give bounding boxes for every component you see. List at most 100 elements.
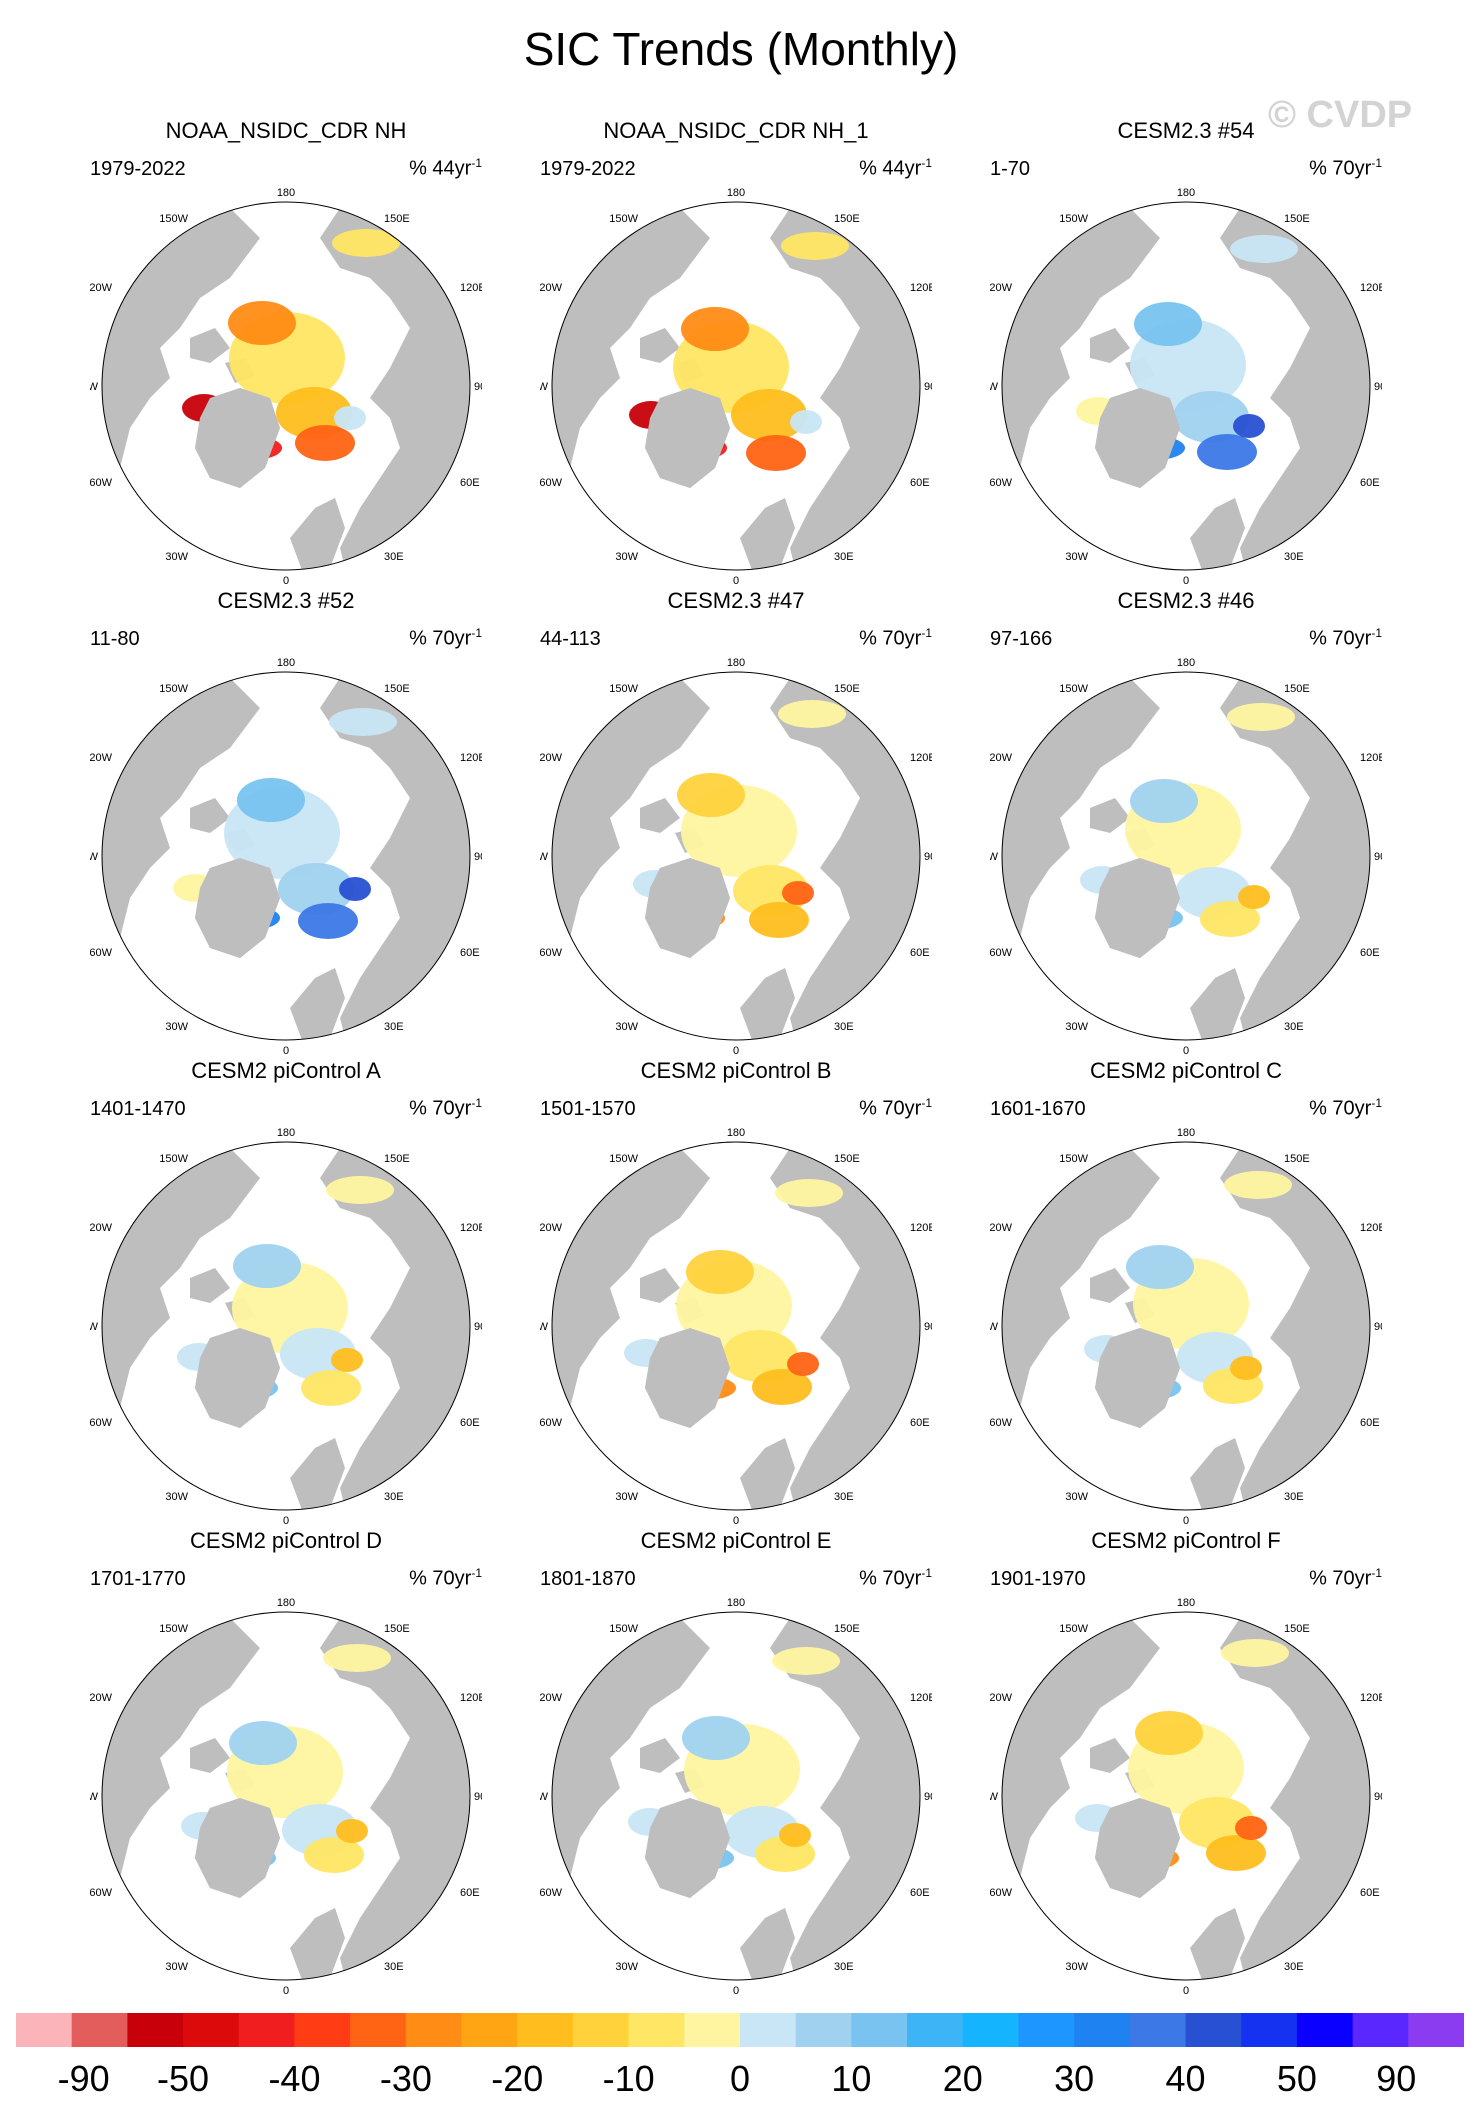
longitude-label: 150E xyxy=(834,683,860,695)
longitude-label: 120E xyxy=(910,282,932,294)
colorbar-swatch xyxy=(1074,2013,1131,2047)
longitude-label: 60E xyxy=(1360,477,1380,489)
longitude-label: 60W xyxy=(90,947,113,959)
colorbar-swatch xyxy=(350,2013,407,2047)
sic-trend-patch xyxy=(298,903,358,939)
longitude-label: 60W xyxy=(540,477,563,489)
longitude-label: 90E xyxy=(1374,851,1382,863)
longitude-label: 30W xyxy=(165,1021,188,1033)
longitude-label: 90W xyxy=(90,1791,99,1803)
land-scandinavia xyxy=(290,498,345,570)
panel-title: CESM2 piControl D xyxy=(190,1528,382,1553)
colorbar-swatch xyxy=(740,2013,797,2047)
longitude-label: 180 xyxy=(727,1597,745,1609)
colorbar-swatch xyxy=(1352,2013,1409,2047)
map-panel: CESM2.3 #46 97-166 % 70yr-1 180 0 150W 150E 120… xyxy=(990,588,1382,1058)
longitude-label: 150E xyxy=(834,1153,860,1165)
longitude-label: 60E xyxy=(460,1887,480,1899)
colorbar-swatch xyxy=(461,2013,518,2047)
panel-title: CESM2.3 #52 xyxy=(217,588,355,613)
longitude-label: 30E xyxy=(384,1491,404,1503)
longitude-label: 30E xyxy=(384,551,404,563)
colorbar-label: -30 xyxy=(379,2058,432,2099)
longitude-label: 180 xyxy=(277,657,295,669)
longitude-label: 150E xyxy=(1284,1623,1310,1635)
colorbar-swatch xyxy=(851,2013,908,2047)
sic-trend-patch xyxy=(779,1823,811,1847)
map-panel: CESM2 piControl A 1401-1470 % 70yr-1 180 0 15… xyxy=(90,1058,482,1528)
colorbar-swatch xyxy=(1018,2013,1075,2047)
colorbar-label: 0 xyxy=(729,2058,751,2099)
panel-title: CESM2 piControl B xyxy=(640,1058,832,1083)
panel-units: % 44yr-1 xyxy=(859,156,932,180)
sic-trend-patch xyxy=(339,877,371,901)
sic-trend-patch xyxy=(782,881,814,905)
land-scandinavia xyxy=(290,1438,345,1510)
colorbar-label: -40 xyxy=(268,2058,321,2099)
longitude-label: 30E xyxy=(1284,1491,1304,1503)
longitude-label: 150E xyxy=(834,1623,860,1635)
longitude-label: 150W xyxy=(609,683,638,695)
panel-period: 1901-1970 xyxy=(990,1568,1086,1590)
longitude-label: 90W xyxy=(90,381,99,393)
land-archipelago xyxy=(1090,328,1130,363)
colorbar-swatch xyxy=(962,2013,1019,2047)
longitude-label: 30E xyxy=(834,551,854,563)
longitude-label: 150E xyxy=(384,213,410,225)
land-archipelago xyxy=(1090,798,1130,833)
land-archipelago xyxy=(640,798,680,833)
panel-units: % 70yr-1 xyxy=(859,1566,932,1590)
sic-trend-patch xyxy=(1233,414,1265,438)
colorbar-swatch xyxy=(1296,2013,1354,2047)
longitude-label: 0 xyxy=(733,575,739,587)
longitude-label: 150W xyxy=(1059,213,1088,225)
sic-trend-patch xyxy=(1224,1171,1292,1199)
sic-trend-patch xyxy=(1238,885,1270,909)
colorbar-swatch xyxy=(16,2013,73,2047)
colorbar-swatch xyxy=(628,2013,685,2047)
sic-trend-patch xyxy=(329,708,397,736)
colorbar-swatch xyxy=(405,2013,463,2047)
longitude-label: 30W xyxy=(615,1021,638,1033)
longitude-label: 150W xyxy=(159,213,188,225)
colorbar-swatch xyxy=(1185,2013,1242,2047)
colorbar-swatch xyxy=(1129,2013,1187,2047)
panel-period: 1979-2022 xyxy=(90,158,186,180)
map-panel: CESM2 piControl D 1701-1770 % 70yr-1 180 0 15… xyxy=(90,1528,482,1998)
land-archipelago xyxy=(1090,1738,1130,1773)
sic-trend-patch xyxy=(326,1176,394,1204)
map-panel: NOAA_NSIDC_CDR NH_1 1979-2022 % 44yr-1 180 0… xyxy=(540,118,932,588)
sic-trend-patch xyxy=(229,1721,297,1765)
longitude-label: 60E xyxy=(910,477,930,489)
land-scandinavia xyxy=(1190,1438,1245,1510)
longitude-label: 60W xyxy=(990,477,1013,489)
longitude-label: 0 xyxy=(283,1985,289,1997)
colorbar-swatch xyxy=(907,2013,964,2047)
longitude-label: 90W xyxy=(990,381,999,393)
colorbar-swatch xyxy=(1241,2013,1298,2047)
longitude-label: 120E xyxy=(460,282,482,294)
longitude-label: 60E xyxy=(460,477,480,489)
sic-trend-patch xyxy=(1134,302,1202,346)
longitude-label: 30E xyxy=(384,1961,404,1973)
sic-trend-patch xyxy=(677,773,745,817)
sic-trend-patch xyxy=(1235,1816,1267,1840)
panel-units: % 70yr-1 xyxy=(1309,156,1382,180)
land-scandinavia xyxy=(740,1438,795,1510)
panel-period: 1979-2022 xyxy=(540,158,636,180)
sic-trend-patch xyxy=(1230,235,1298,263)
map-panel: CESM2 piControl B 1501-1570 % 70yr-1 180 0 15… xyxy=(540,1058,932,1528)
longitude-label: 120E xyxy=(910,1692,932,1704)
map-panel: CESM2.3 #541-70% 70yr-11800150W150E120W1… xyxy=(990,118,1382,588)
sic-trend-patch xyxy=(752,1369,812,1405)
sic-trend-patch xyxy=(304,1837,364,1873)
longitude-label: 0 xyxy=(1183,1985,1189,1997)
longitude-label: 90E xyxy=(924,1321,932,1333)
longitude-label: 150W xyxy=(609,213,638,225)
longitude-label: 120E xyxy=(1360,1692,1382,1704)
longitude-label: 90W xyxy=(90,851,99,863)
